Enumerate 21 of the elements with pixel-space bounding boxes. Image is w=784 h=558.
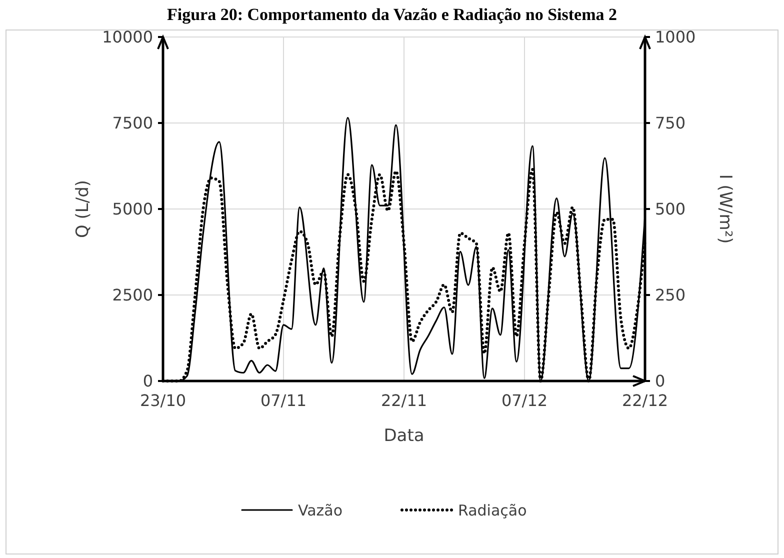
x-tick-label: 07/11: [260, 391, 307, 410]
y2-tick-label: 0: [655, 372, 666, 391]
x-tick-label: 22/11: [380, 391, 428, 410]
y2-tick-label: 250: [655, 286, 686, 305]
y-tick-label: 7500: [112, 114, 153, 133]
y2-axis-title: I (W/m²): [715, 174, 735, 244]
x-axis-title: Data: [384, 426, 424, 446]
x-tick-label: 22/12: [622, 391, 668, 410]
y2-tick-label: 750: [655, 114, 686, 133]
legend-label: Radiação: [458, 501, 527, 520]
chart-title: Figura 20: Comportamento da Vazão e Radiação no Sistema 2: [166, 5, 618, 24]
y2-tick-label: 500: [655, 200, 686, 219]
y-tick-label: 10000: [102, 28, 153, 47]
y-tick-label: 2500: [112, 286, 153, 305]
y2-tick-label: 1000: [655, 28, 696, 47]
y-axis-title: Q (L/d): [73, 180, 93, 238]
y-tick-label: 0: [142, 372, 153, 391]
y-tick-label: 5000: [112, 200, 153, 219]
legend-label: Vazão: [298, 501, 343, 520]
x-tick-label: 23/10: [140, 391, 186, 410]
x-tick-label: 07/12: [501, 391, 548, 410]
